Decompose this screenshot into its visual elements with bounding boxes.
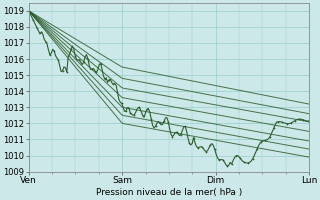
X-axis label: Pression niveau de la mer( hPa ): Pression niveau de la mer( hPa ) [96, 188, 242, 197]
